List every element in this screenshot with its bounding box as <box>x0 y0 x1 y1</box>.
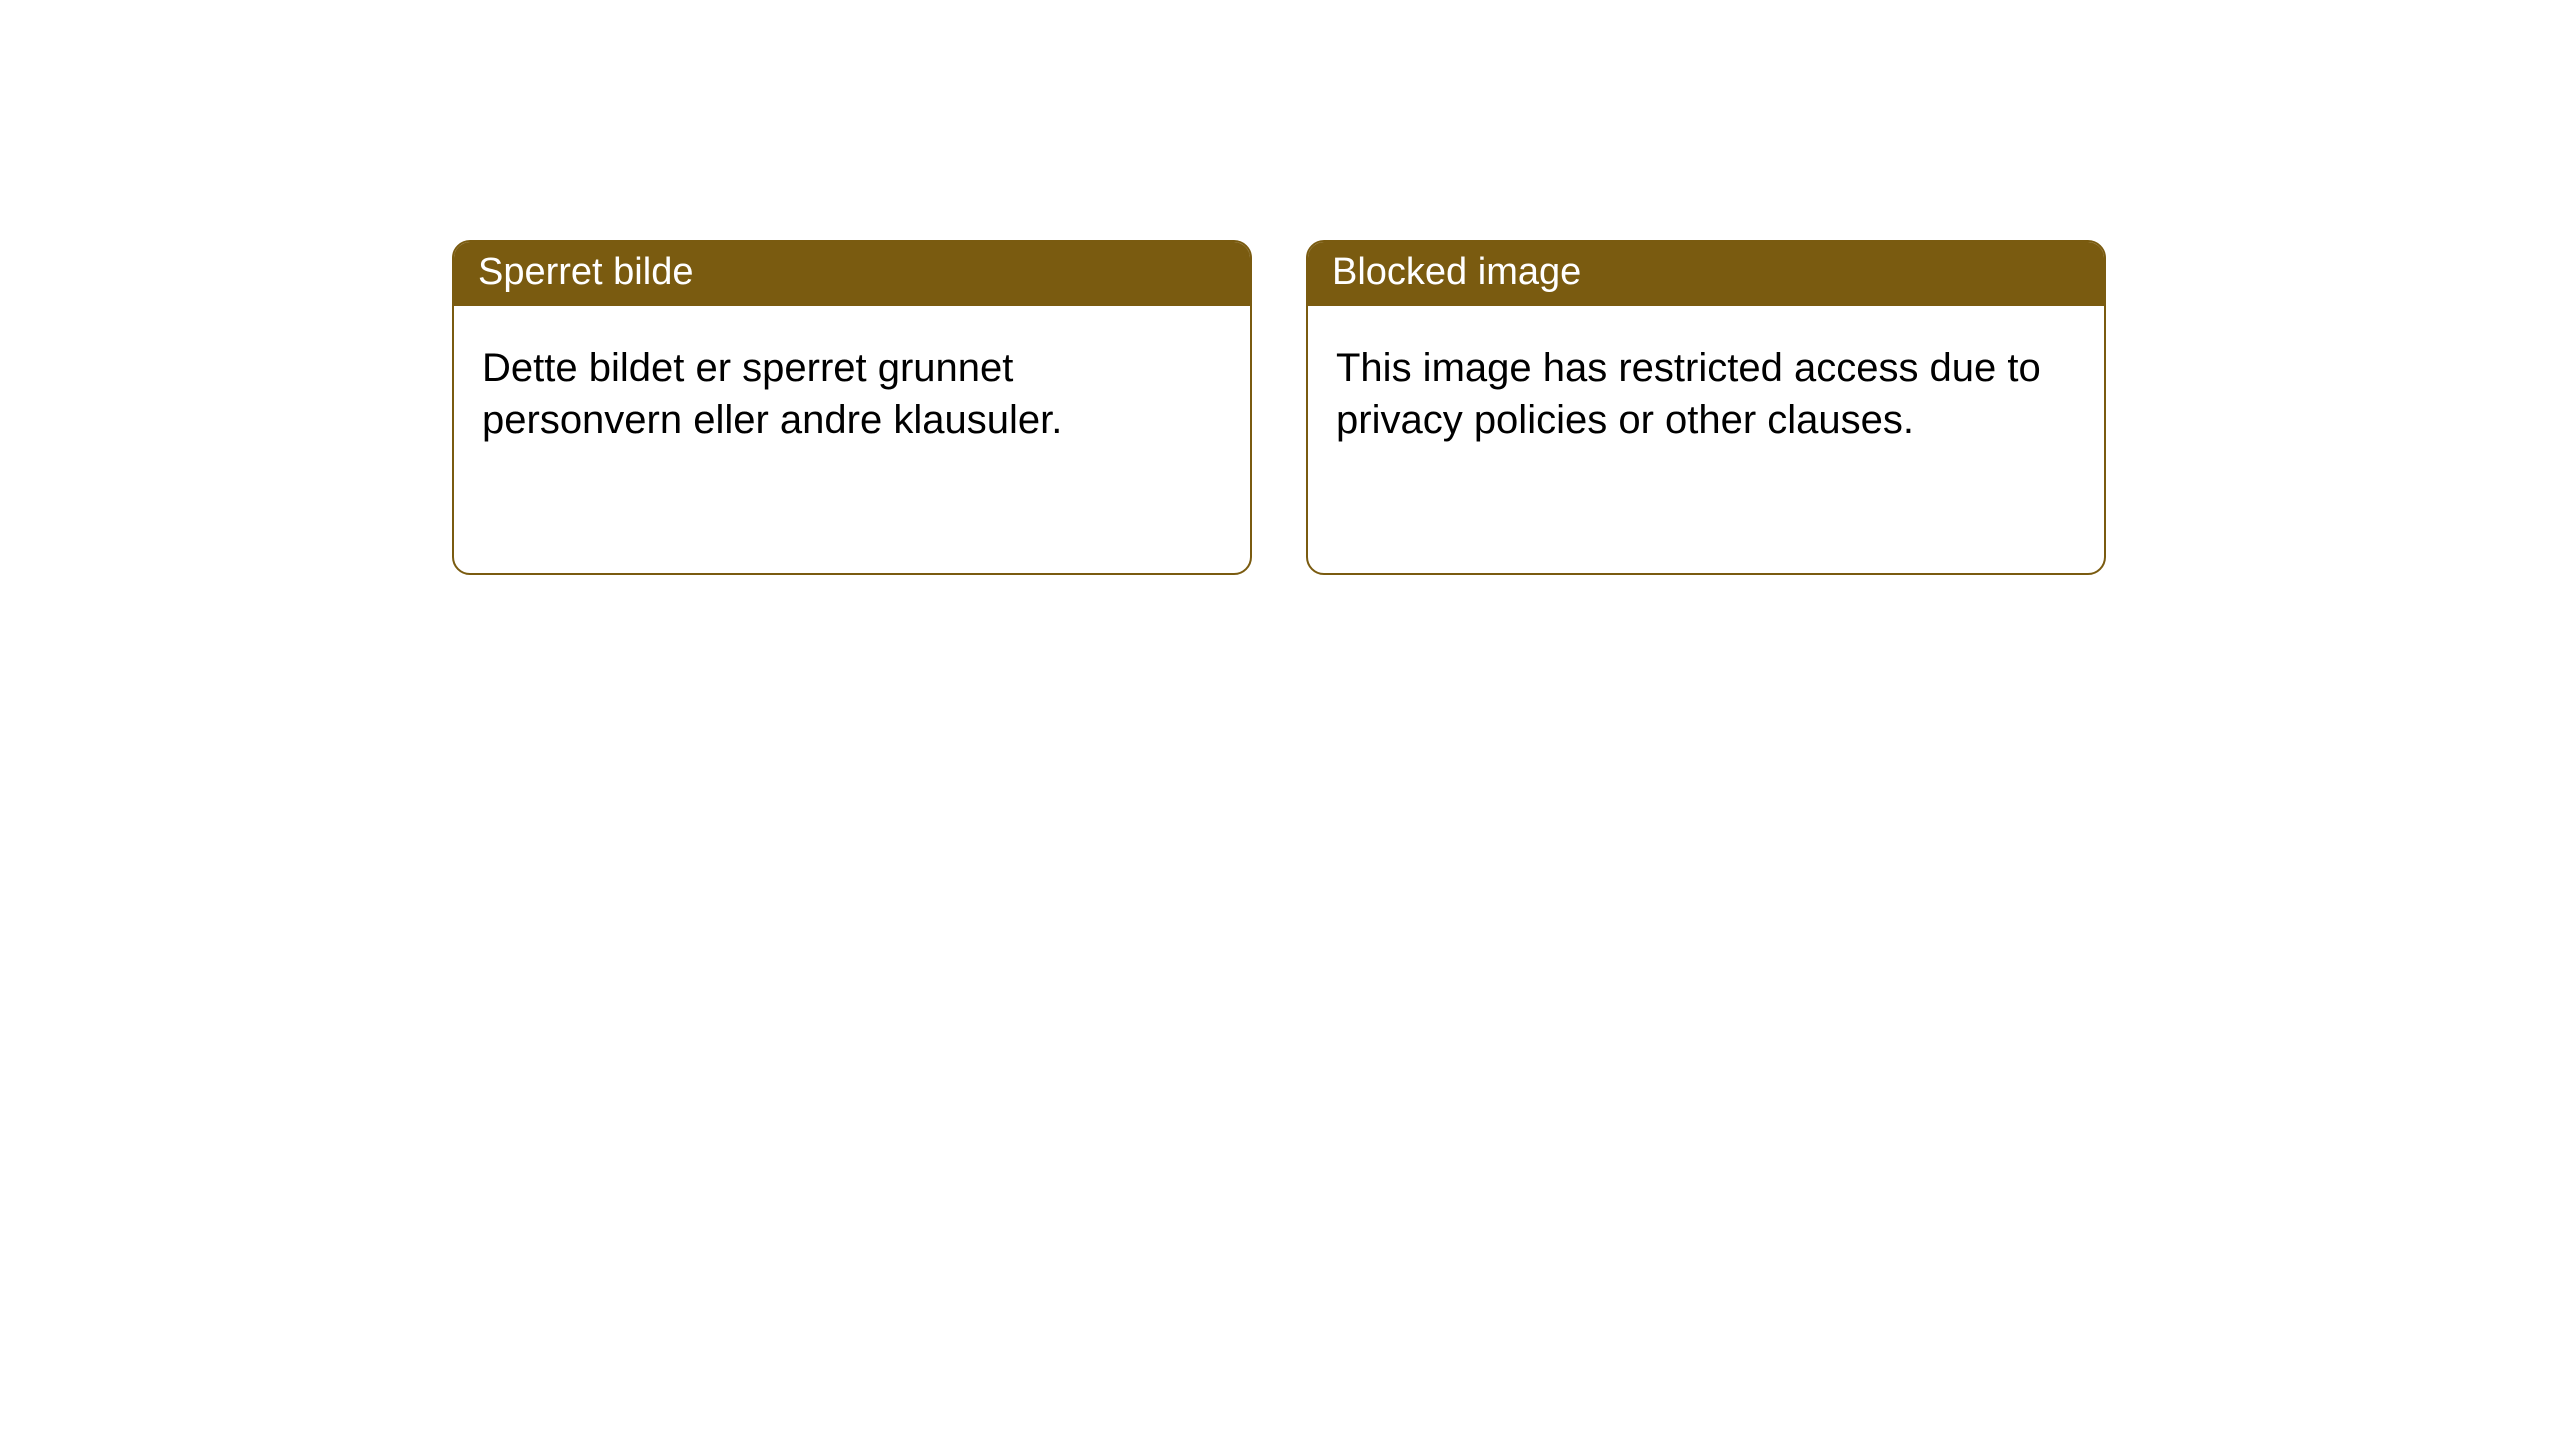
notice-header: Blocked image <box>1308 242 2104 306</box>
notice-header: Sperret bilde <box>454 242 1250 306</box>
notice-body: Dette bildet er sperret grunnet personve… <box>454 306 1250 474</box>
notice-body: This image has restricted access due to … <box>1308 306 2104 474</box>
notice-card-norwegian: Sperret bilde Dette bildet er sperret gr… <box>452 240 1252 575</box>
notice-container: Sperret bilde Dette bildet er sperret gr… <box>0 0 2560 575</box>
notice-card-english: Blocked image This image has restricted … <box>1306 240 2106 575</box>
